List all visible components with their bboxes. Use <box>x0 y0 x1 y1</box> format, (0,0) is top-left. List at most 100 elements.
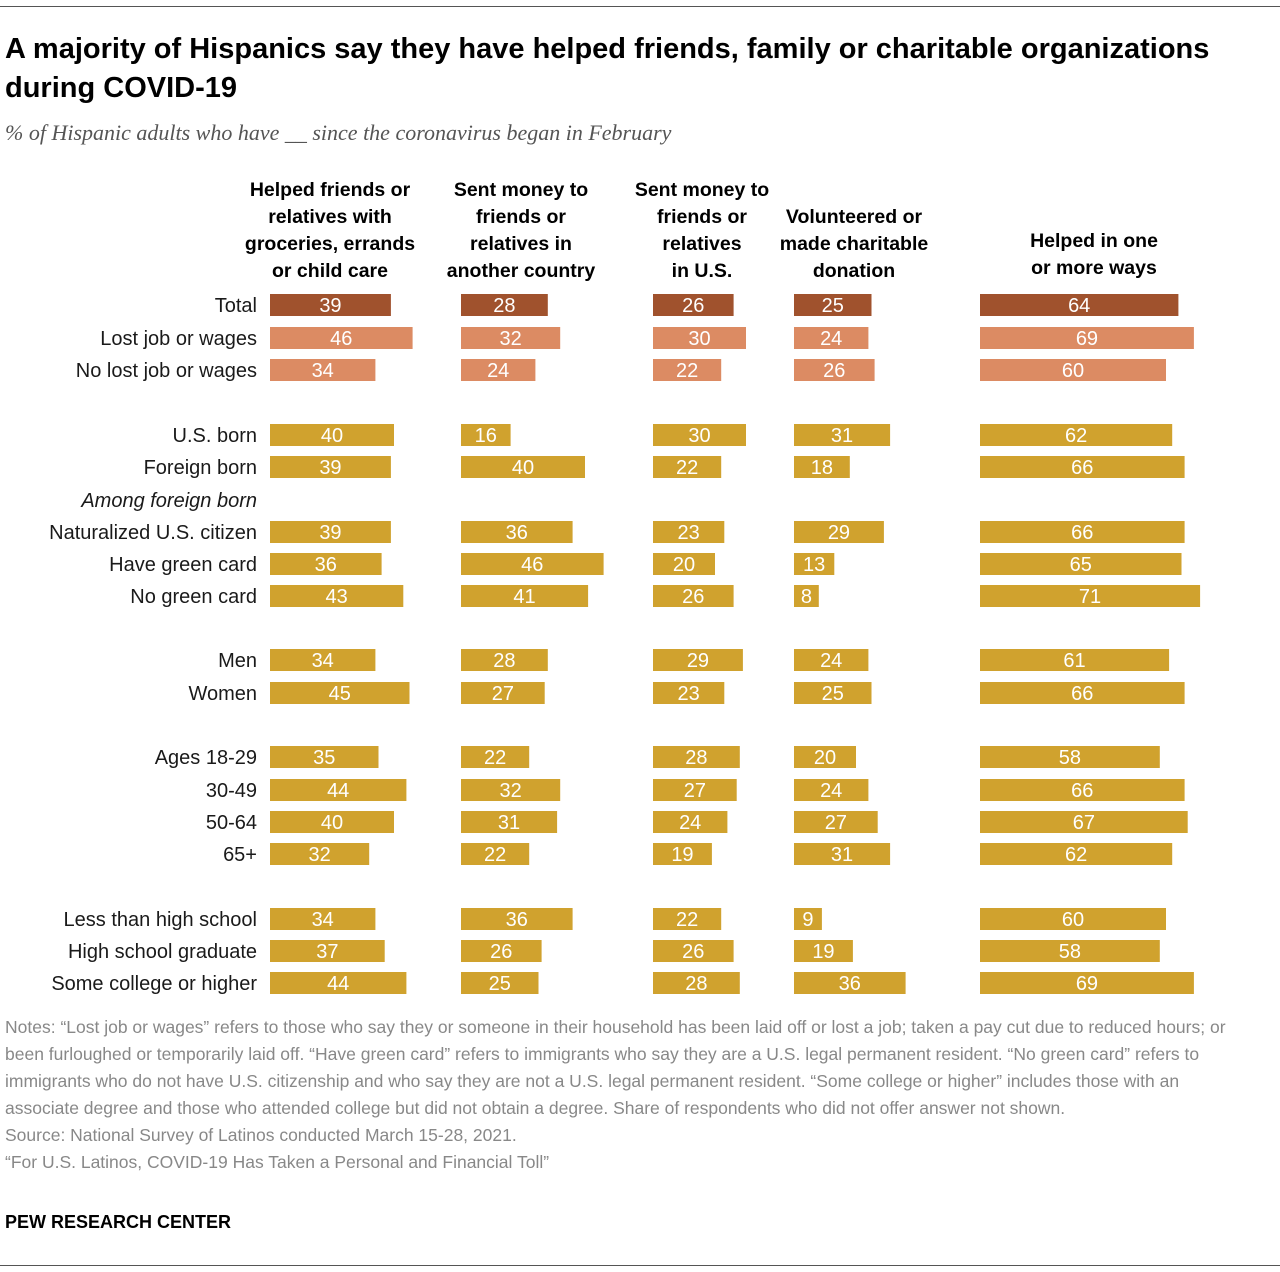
data-label: 20 <box>673 554 695 576</box>
row-label: No lost job or wages <box>76 360 257 382</box>
data-label: 22 <box>484 747 506 769</box>
bar <box>461 811 558 833</box>
data-label: 35 <box>313 747 335 769</box>
data-label: 43 <box>326 586 348 608</box>
bar <box>794 972 906 994</box>
row-label: U.S. born <box>173 425 257 447</box>
bar <box>980 940 1160 962</box>
bar <box>270 779 407 801</box>
bar <box>270 424 394 446</box>
row-label: Among foreign born <box>80 490 257 512</box>
bar <box>653 327 746 349</box>
bar <box>270 940 385 962</box>
data-label: 40 <box>512 457 534 479</box>
report-title: “For U.S. Latinos, COVID-19 Has Taken a … <box>5 1152 550 1172</box>
data-label: 28 <box>685 973 707 995</box>
bar <box>980 746 1160 768</box>
row-label: Some college or higher <box>51 973 257 995</box>
column-header: another country <box>447 260 596 282</box>
bar <box>461 327 561 349</box>
bar <box>653 553 715 575</box>
data-label: 25 <box>822 683 844 705</box>
data-label: 58 <box>1059 747 1081 769</box>
row-label: Total <box>215 295 257 317</box>
data-label: 39 <box>319 295 341 317</box>
bar <box>461 940 542 962</box>
column-header: donation <box>813 260 895 282</box>
bar <box>270 649 376 671</box>
bar <box>980 649 1170 671</box>
bottom-rule <box>0 1265 1280 1266</box>
column-header: or more ways <box>1031 257 1157 279</box>
data-label: 66 <box>1071 457 1093 479</box>
bar <box>794 811 878 833</box>
bar <box>653 908 722 930</box>
data-label: 18 <box>811 457 833 479</box>
bar <box>653 682 725 704</box>
row-label: 30-49 <box>206 780 257 802</box>
bar <box>980 908 1166 930</box>
data-label: 30 <box>688 425 710 447</box>
data-label: 45 <box>329 683 351 705</box>
row-label: Men <box>218 650 257 672</box>
data-label: 26 <box>823 360 845 382</box>
bar <box>653 843 712 865</box>
bar <box>794 456 850 478</box>
data-label: 22 <box>676 909 698 931</box>
bar-chart: Helped friends or relatives with groceries… <box>49 179 1201 995</box>
data-label: 60 <box>1062 909 1084 931</box>
column-header: friends or <box>476 206 566 228</box>
data-label: 20 <box>814 747 836 769</box>
bar <box>794 359 875 381</box>
data-label: 29 <box>828 522 850 544</box>
bar <box>794 746 856 768</box>
bar <box>270 972 407 994</box>
bar <box>980 294 1179 316</box>
bar <box>794 649 869 671</box>
data-label: 26 <box>490 941 512 963</box>
data-label: 22 <box>484 844 506 866</box>
data-label: 25 <box>822 295 844 317</box>
data-label: 19 <box>812 941 834 963</box>
data-label: 23 <box>678 683 700 705</box>
data-label: 16 <box>475 425 497 447</box>
data-label: 31 <box>498 812 520 834</box>
bar <box>794 682 872 704</box>
data-label: 36 <box>839 973 861 995</box>
bar <box>980 682 1185 704</box>
column-header: relatives <box>662 233 741 255</box>
row-label: Naturalized U.S. citizen <box>49 522 257 544</box>
data-label: 34 <box>312 909 334 931</box>
bar <box>653 456 722 478</box>
bar <box>653 746 740 768</box>
bar <box>794 843 891 865</box>
bar <box>461 424 511 446</box>
row-label: Have green card <box>109 554 257 576</box>
bar <box>980 456 1185 478</box>
bar <box>980 327 1194 349</box>
data-label: 32 <box>308 844 330 866</box>
bar <box>270 811 394 833</box>
data-label: 30 <box>688 328 710 350</box>
bar <box>270 553 382 575</box>
bar <box>270 327 413 349</box>
column-header: relatives with <box>268 206 392 228</box>
bar <box>794 327 869 349</box>
data-label: 34 <box>312 360 334 382</box>
data-label: 8 <box>801 586 812 608</box>
bar <box>461 521 573 543</box>
row-label: Women <box>188 683 257 705</box>
data-label: 37 <box>316 941 338 963</box>
bar <box>794 521 884 543</box>
bar <box>980 424 1173 446</box>
bar <box>461 456 585 478</box>
bar <box>794 908 822 930</box>
data-label: 26 <box>682 941 704 963</box>
data-label: 34 <box>312 650 334 672</box>
data-label: 24 <box>679 812 701 834</box>
source-text: Source: National Survey of Latinos condu… <box>5 1125 517 1145</box>
bar <box>653 424 746 446</box>
bar <box>653 811 728 833</box>
data-label: 26 <box>682 295 704 317</box>
data-label: 62 <box>1065 844 1087 866</box>
